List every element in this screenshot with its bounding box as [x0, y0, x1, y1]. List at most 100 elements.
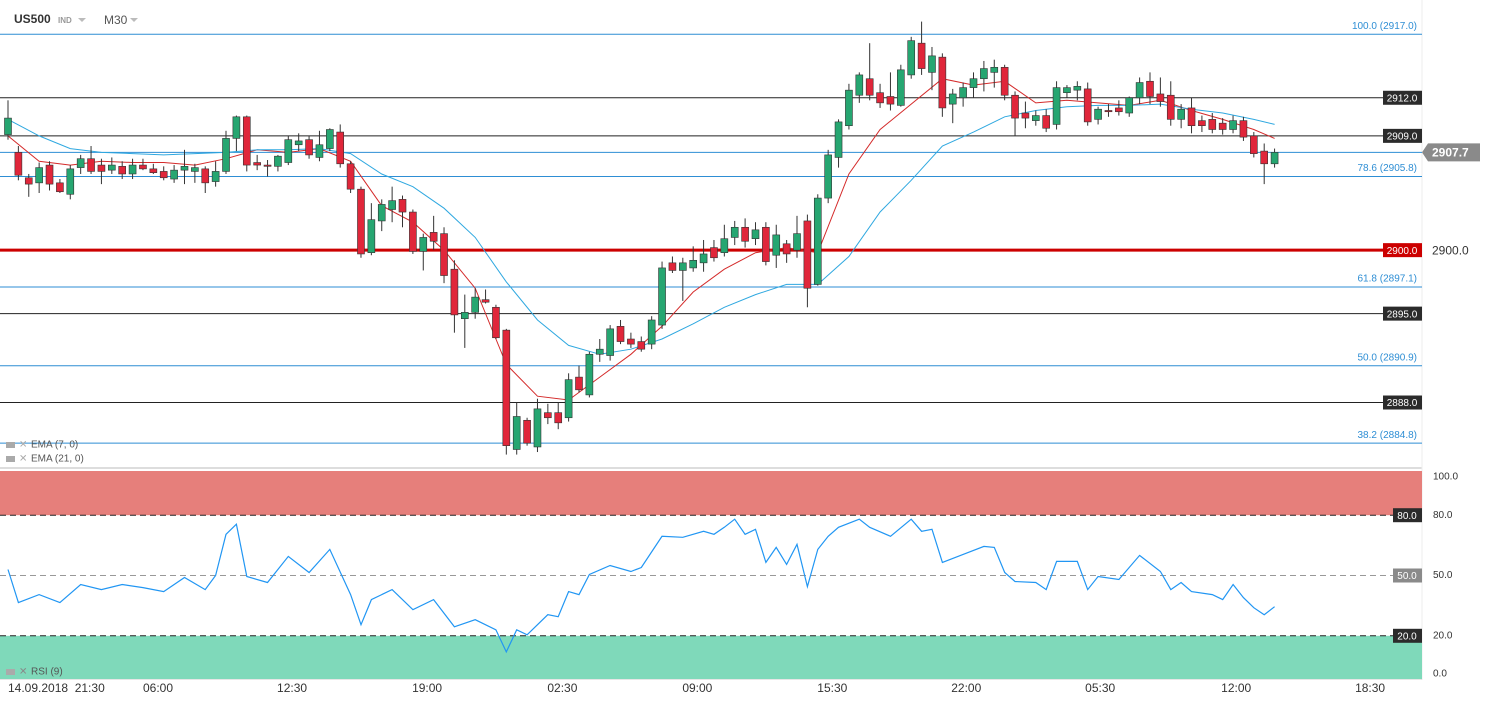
rsi-line	[7, 518, 1275, 654]
fib-label: 50.0 (2890.9)	[1358, 352, 1418, 363]
candle-body	[741, 226, 749, 242]
dropdown-arrow[interactable]	[78, 18, 86, 22]
candle-body	[336, 131, 345, 165]
candle-body	[1083, 88, 1092, 123]
x-tick-label: 05:30	[1085, 681, 1115, 695]
candle-body	[845, 89, 853, 127]
candle-body	[1021, 112, 1030, 119]
fib-label: 100.0 (2917.0)	[1352, 21, 1417, 32]
x-tick-label: 18:30	[1355, 681, 1385, 695]
candle-body	[14, 152, 23, 176]
candle-body	[460, 312, 469, 320]
candle-body	[948, 93, 957, 105]
candle-body	[1052, 87, 1061, 125]
candle-body	[523, 419, 531, 444]
x-tick-label: 02:30	[547, 681, 577, 695]
x-tick-label: 19:00	[412, 681, 442, 695]
candle-body	[4, 117, 12, 135]
rsi-tag-label: 20.0	[1397, 631, 1417, 642]
candle-body	[938, 56, 947, 109]
candle-body	[149, 168, 158, 173]
candle-body	[1156, 93, 1165, 102]
fib-label: 78.6 (2905.8)	[1358, 163, 1418, 174]
candle-body	[1063, 87, 1071, 93]
candle-body	[990, 66, 999, 73]
candle-body	[658, 267, 666, 326]
candle-body	[1229, 120, 1237, 130]
candle-body	[554, 412, 563, 424]
candle-body	[118, 166, 126, 175]
legend-icon	[6, 456, 15, 462]
candle-body	[772, 234, 781, 256]
candle-body	[564, 379, 573, 419]
last-price-tag	[1422, 143, 1480, 162]
candle-body	[1177, 108, 1185, 120]
candle-body	[689, 259, 697, 269]
legend-icon	[6, 442, 15, 448]
level-tag	[1383, 90, 1422, 105]
candle-body	[274, 155, 282, 167]
rsi-tag-label: 50.0	[1397, 571, 1417, 582]
candle-body	[326, 129, 334, 149]
candle-body	[211, 171, 220, 182]
candle-body	[969, 78, 978, 88]
candle-body	[575, 376, 583, 391]
candle-body	[637, 341, 646, 350]
y-tick-label: 2900.0	[1432, 243, 1469, 257]
level-tag	[1383, 306, 1422, 321]
candle-body	[1146, 80, 1154, 97]
candle-body	[897, 69, 905, 106]
candle-body	[512, 416, 521, 450]
rsi-tick-label: 50.0	[1433, 570, 1453, 581]
candle-body	[481, 299, 490, 303]
candle-body	[398, 199, 407, 213]
candle-body	[1250, 135, 1258, 154]
legend-entry: EMA (7, 0)	[31, 440, 78, 451]
rsi-tag-label: 80.0	[1397, 511, 1417, 522]
candle-body	[128, 164, 137, 175]
candle-body	[1094, 108, 1102, 120]
candle-body	[440, 233, 448, 276]
candle-body	[533, 408, 542, 448]
x-tick-label: 12:30	[277, 681, 307, 695]
candle-body	[1115, 107, 1123, 113]
x-tick-label: 15:30	[817, 681, 847, 695]
candle-body	[699, 253, 708, 264]
rsi-tag	[1393, 508, 1422, 523]
candle-body	[730, 226, 739, 238]
level-label: 2895.0	[1387, 309, 1418, 320]
candle-body	[1260, 150, 1268, 165]
candle-body	[616, 326, 625, 342]
candle-body	[108, 164, 116, 171]
candle-body	[305, 139, 313, 156]
legend-icon	[6, 669, 15, 675]
candle-body	[834, 121, 843, 158]
candle-body	[87, 158, 95, 172]
legend-close: ✕	[19, 454, 27, 465]
candle-body	[388, 200, 396, 210]
candle-body	[263, 164, 272, 167]
level-label: 2912.0	[1387, 93, 1418, 104]
candle-body	[284, 139, 293, 163]
level-tag	[1383, 395, 1422, 410]
candle-body	[159, 171, 168, 179]
candle-body	[1218, 122, 1227, 130]
instrument-kind: IND	[58, 16, 72, 25]
candle-body	[294, 140, 303, 146]
rsi-band	[0, 635, 1422, 679]
timeframe[interactable]: M30	[104, 13, 128, 27]
dropdown-arrow[interactable]	[130, 18, 138, 22]
candle-body	[419, 237, 428, 252]
symbol[interactable]: US500	[14, 12, 51, 26]
candle-body	[429, 232, 438, 242]
candle-body	[502, 329, 511, 446]
candle-body	[980, 68, 988, 80]
rsi-tick-label: 100.0	[1433, 472, 1458, 483]
candle-body	[710, 247, 718, 259]
candle-body	[45, 164, 54, 185]
candle-body	[377, 204, 386, 222]
candle-body	[56, 182, 64, 193]
candle-body	[315, 144, 324, 158]
level-label: 2900.0	[1387, 246, 1418, 257]
